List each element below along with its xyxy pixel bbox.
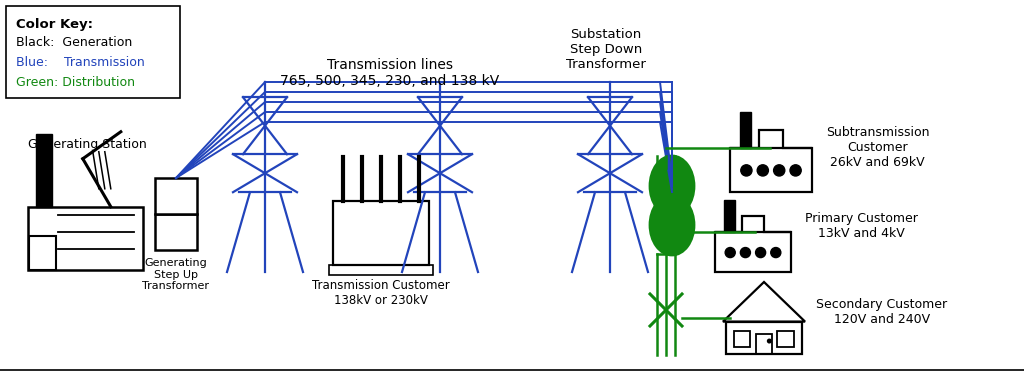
Circle shape <box>771 247 781 258</box>
Ellipse shape <box>650 195 694 255</box>
Polygon shape <box>724 200 735 232</box>
Polygon shape <box>36 134 52 207</box>
Text: Primary Customer
13kV and 4kV: Primary Customer 13kV and 4kV <box>805 212 918 240</box>
Circle shape <box>768 339 771 343</box>
Circle shape <box>757 165 768 176</box>
Text: Black:  Generation: Black: Generation <box>16 36 132 49</box>
FancyBboxPatch shape <box>6 6 180 98</box>
Text: Transmission lines
765, 500, 345, 230, and 138 kV: Transmission lines 765, 500, 345, 230, a… <box>281 58 500 88</box>
Circle shape <box>773 165 784 176</box>
Circle shape <box>790 165 801 176</box>
Circle shape <box>725 247 735 258</box>
Polygon shape <box>155 214 197 250</box>
Circle shape <box>740 247 751 258</box>
Text: Subtransmission
Customer
26kV and 69kV: Subtransmission Customer 26kV and 69kV <box>826 126 930 169</box>
Text: Blue:    Transmission: Blue: Transmission <box>16 56 144 69</box>
Circle shape <box>740 165 752 176</box>
Polygon shape <box>155 178 197 214</box>
Polygon shape <box>739 112 752 148</box>
Circle shape <box>756 247 766 258</box>
Text: Color Key:: Color Key: <box>16 18 93 31</box>
Ellipse shape <box>650 156 694 216</box>
Text: Substation
Step Down
Transformer: Substation Step Down Transformer <box>566 28 646 71</box>
Text: Generating
Step Up
Transformer: Generating Step Up Transformer <box>142 258 210 291</box>
Text: Secondary Customer
120V and 240V: Secondary Customer 120V and 240V <box>816 298 947 326</box>
Text: Generating Station: Generating Station <box>28 138 146 151</box>
Text: Transmission Customer
138kV or 230kV: Transmission Customer 138kV or 230kV <box>312 279 450 307</box>
Text: Green: Distribution: Green: Distribution <box>16 76 135 89</box>
